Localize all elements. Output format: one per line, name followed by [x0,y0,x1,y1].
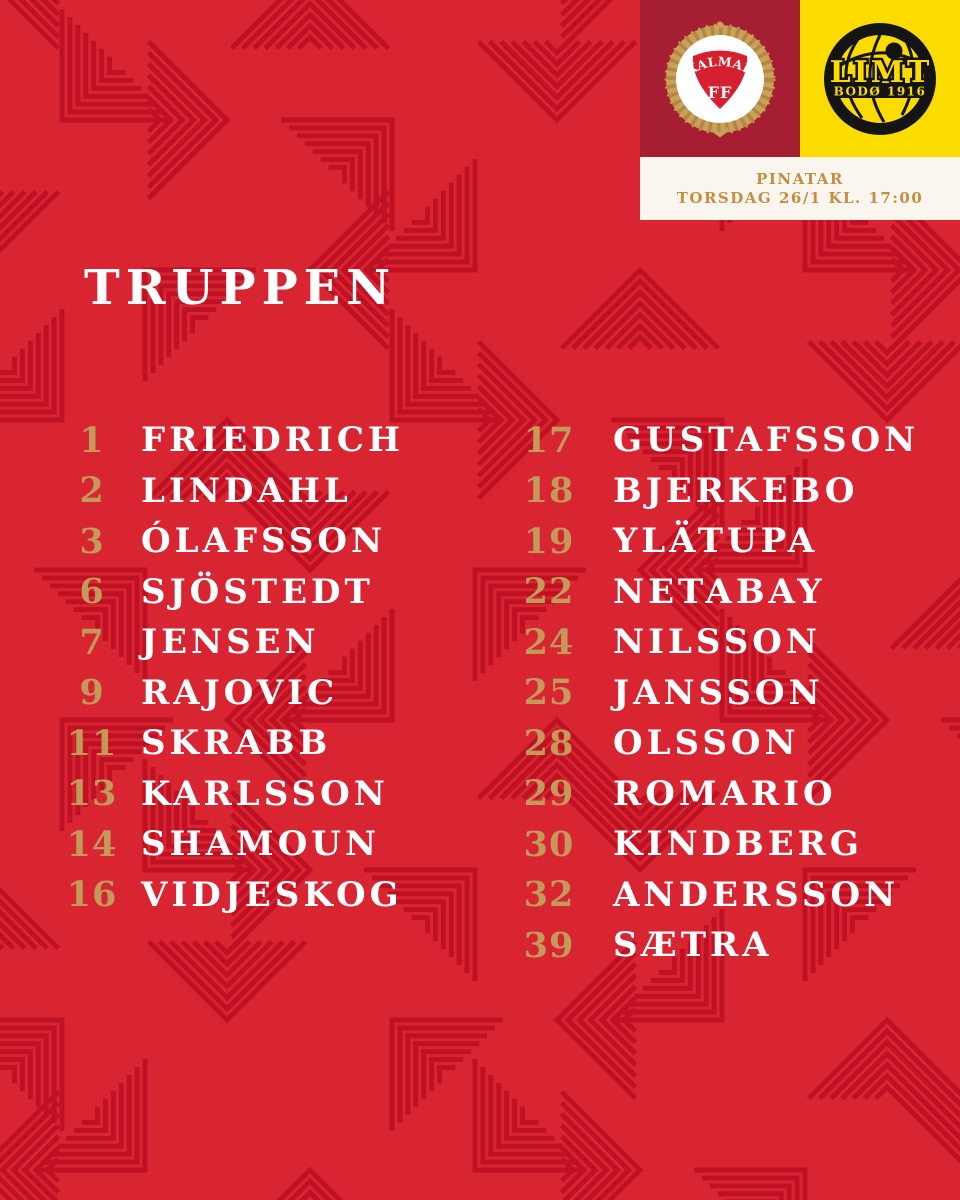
glimt-banner-text: BODØ 1916 [834,84,927,98]
squad-row: 2 LINDAHL [66,466,404,517]
player-number: 7 [79,621,105,663]
match-info-strip: PINATAR TORSDAG 26/1 KL. 17:00 [640,157,960,220]
player-number: 14 [66,823,118,865]
kalmar-ff-logo: KALMAR FF [664,21,776,137]
squad-row: 19 YLÄTUPA [520,516,919,567]
match-datetime: TORSDAG 26/1 KL. 17:00 [676,188,924,207]
player-name: SHAMOUN [141,824,381,865]
squad-row: 6 SJÖSTEDT [66,567,404,618]
player-number: 13 [66,773,118,815]
player-number: 29 [523,773,575,815]
player-number: 28 [523,722,575,764]
squad-row: 3 ÓLAFSSON [66,516,404,567]
player-number: 9 [79,672,105,714]
squad-row: 14 SHAMOUN [66,819,404,870]
player-name: ROMARIO [613,773,837,814]
squad-row: 32 ANDERSSON [520,870,919,921]
player-number: 19 [523,520,575,562]
squad-row: 24 NILSSON [520,617,919,668]
squad-row: 17 GUSTAFSSON [520,415,919,466]
kalmar-initials-text: FF [708,83,733,102]
player-number: 30 [523,823,575,865]
player-number: 25 [523,672,575,714]
player-name: KARLSSON [141,773,389,814]
player-name: ANDERSSON [613,874,900,915]
player-number: 3 [79,520,105,562]
player-name: SKRABB [141,723,332,764]
player-number: 22 [523,571,575,613]
player-number: 2 [79,470,105,512]
player-name: JENSEN [141,622,320,663]
player-name: FRIEDRICH [141,420,405,461]
player-name: SÆTRA [613,925,773,966]
player-name: LINDAHL [141,470,352,511]
player-number: 17 [523,419,575,461]
squad-row: 39 SÆTRA [520,920,919,971]
squad-row: 29 ROMARIO [520,769,919,820]
match-location: PINATAR [756,169,844,188]
player-name: NETABAY [613,571,826,612]
squad-row: 25 JANSSON [520,668,919,719]
squad-row: 22 NETABAY [520,567,919,618]
squad-row: 1 FRIEDRICH [66,415,404,466]
squad-column-right: 17 GUSTAFSSON 18 BJERKEBO 19 YLÄTUPA 22 NETABAY… [520,415,919,971]
squad-row: 30 KINDBERG [520,819,919,870]
player-number: 6 [79,571,105,613]
squad-row: 16 VIDJESKOG [66,870,404,921]
player-number: 16 [66,874,118,916]
player-number: 18 [523,470,575,512]
player-number: 32 [523,874,575,916]
player-name: RAJOVIC [141,672,339,713]
player-name: GUSTAFSSON [613,420,920,461]
home-club-panel: KALMAR FF [640,0,800,157]
player-number: 24 [523,621,575,663]
player-name: NILSSON [613,622,821,663]
away-club-panel: LIMT BODØ 1916 [800,0,960,157]
player-name: ÓLAFSSON [141,521,387,562]
squad-row: 11 SKRABB [66,718,404,769]
player-name: YLÄTUPA [613,521,819,562]
player-number: 11 [66,722,118,764]
bodo-glimt-logo: LIMT BODØ 1916 [824,22,936,135]
player-name: JANSSON [613,672,824,713]
squad-row: 9 RAJOVIC [66,668,404,719]
squad-row: 18 BJERKEBO [520,466,919,517]
player-name: KINDBERG [613,824,863,865]
player-name: VIDJESKOG [141,874,403,915]
player-name: OLSSON [613,723,800,764]
squad-column-left: 1 FRIEDRICH 2 LINDAHL 3 ÓLAFSSON 6 SJÖSTEDT 7 JEN… [66,415,404,920]
player-name: SJÖSTEDT [141,571,374,612]
squad-row: 13 KARLSSON [66,769,404,820]
squad-row: 28 OLSSON [520,718,919,769]
player-number: 1 [79,419,105,461]
player-number: 39 [523,924,575,966]
squad-row: 7 JENSEN [66,617,404,668]
page-title: TRUPPEN [84,260,397,316]
player-name: BJERKEBO [613,470,859,511]
